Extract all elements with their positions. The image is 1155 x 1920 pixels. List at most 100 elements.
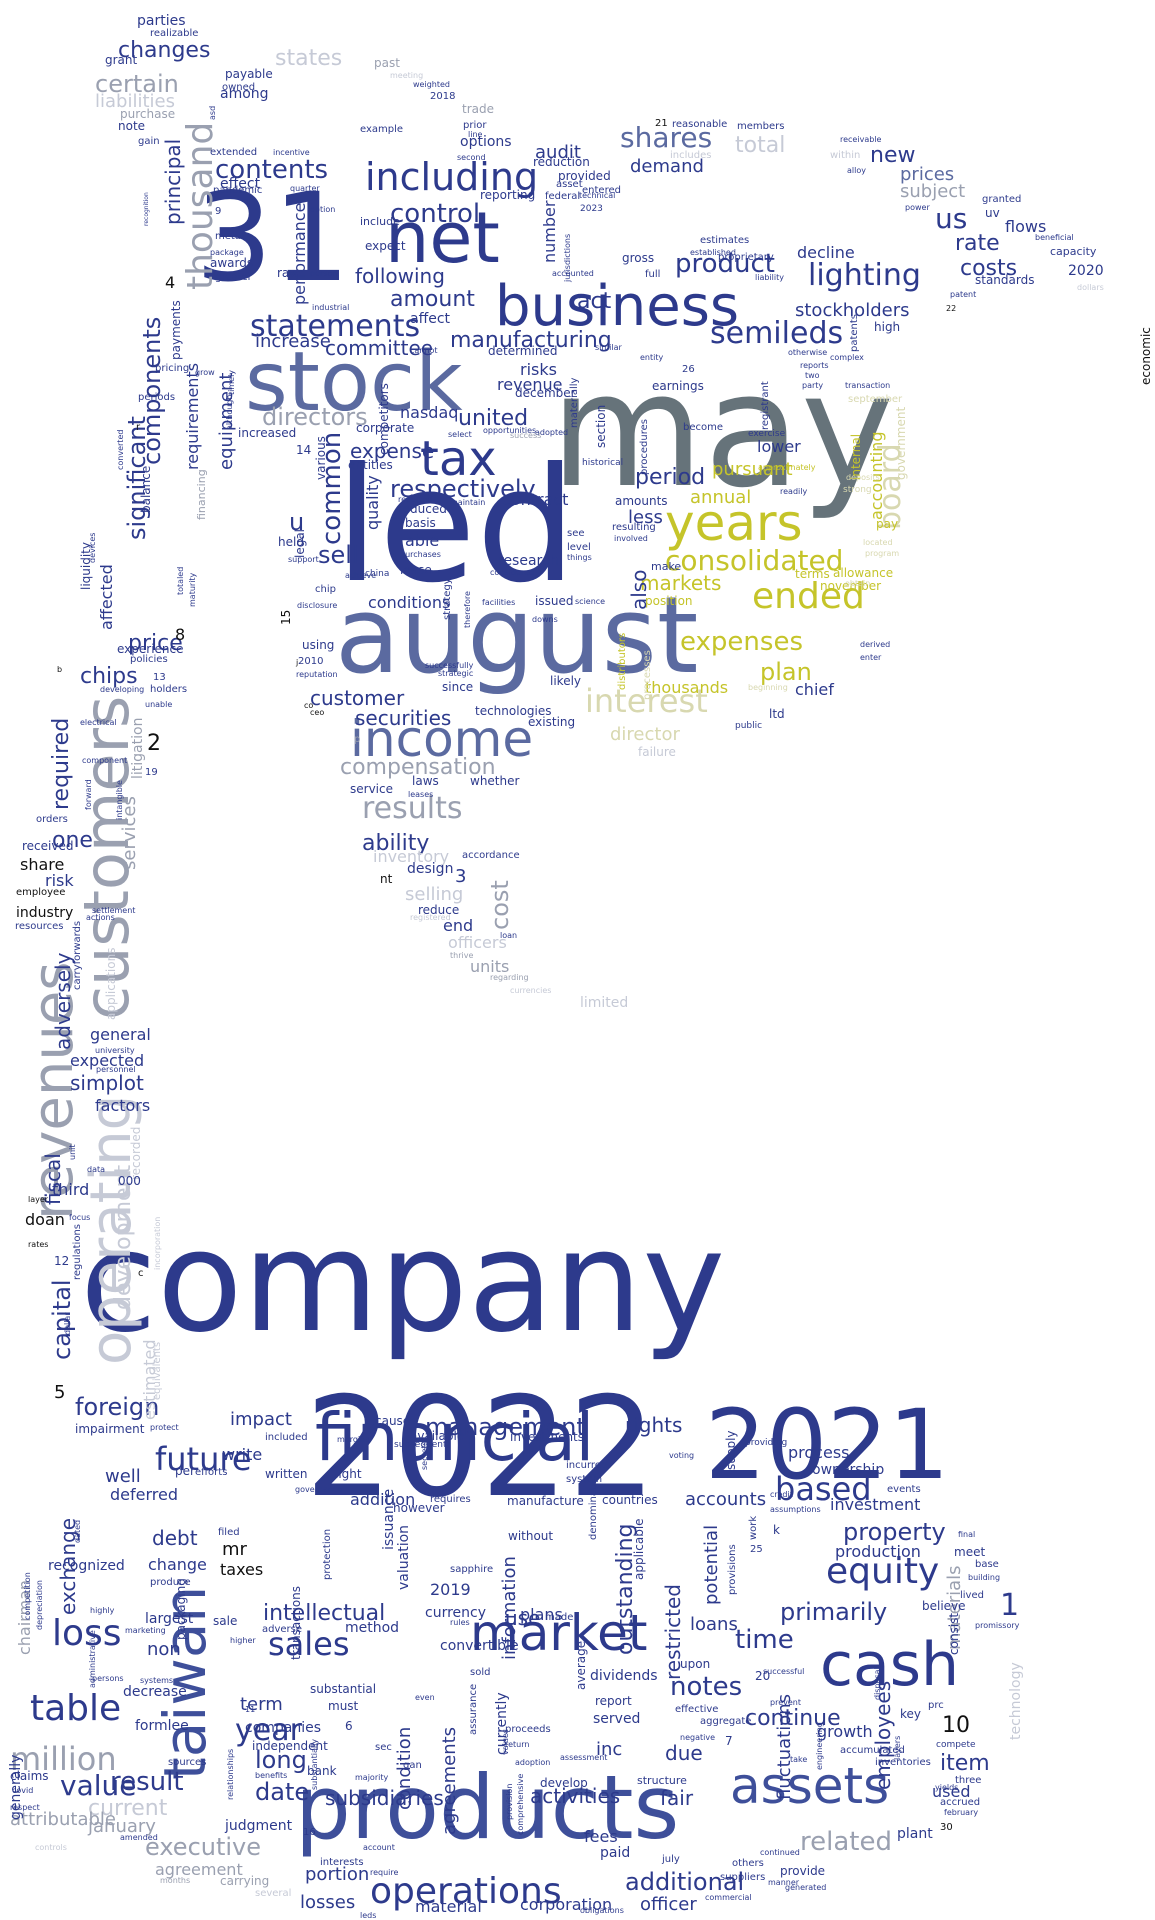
cloud-word-full: full — [645, 269, 660, 280]
cloud-word-generally: generally — [8, 1755, 24, 1820]
cloud-word-successfully: successfully — [425, 661, 474, 670]
cloud-word-success: success — [510, 431, 541, 440]
cloud-word-base: base — [975, 1559, 999, 1570]
cloud-word-require: require — [370, 1868, 399, 1877]
cloud-word-entered: entered — [582, 185, 621, 196]
cloud-word-design: design — [407, 861, 453, 877]
cloud-word-written: written — [265, 1467, 307, 1481]
cloud-word-employee: employee — [16, 887, 65, 898]
cloud-word-us: us — [935, 202, 967, 235]
cloud-word-information: information — [499, 1556, 520, 1660]
cloud-word-opportunities: opportunities — [483, 426, 536, 435]
cloud-word-marketing: marketing — [125, 1626, 166, 1635]
cloud-word-made: made — [545, 1612, 573, 1623]
cloud-word-doan: doan — [25, 1210, 65, 1229]
cloud-word-property: property — [843, 1518, 946, 1546]
cloud-word-controls: controls — [35, 1843, 67, 1852]
cloud-word-even: even — [415, 1693, 435, 1702]
cloud-word-mr: mr — [222, 1539, 248, 1560]
cloud-word-parties: parties — [137, 13, 186, 29]
cloud-word-second: second — [457, 153, 486, 162]
cloud-word-protect: protect — [150, 1423, 179, 1432]
cloud-word-aggregate: aggregate — [700, 1716, 751, 1727]
cloud-word-control: control — [390, 199, 480, 229]
cloud-word-losses: losses — [300, 1892, 355, 1913]
cloud-word-achieve: achieve — [345, 571, 376, 580]
cloud-word-write: write — [222, 1445, 262, 1464]
cloud-word-company: company — [80, 1201, 725, 1364]
cloud-word-requirements: requirements — [183, 363, 202, 470]
cloud-word-developing: developing — [100, 685, 144, 694]
cloud-word-investment: investment — [830, 1495, 920, 1514]
cloud-word-b: b — [57, 665, 62, 674]
cloud-word-thousand: thousand — [180, 122, 221, 290]
cloud-word-14: 14 — [296, 443, 311, 457]
cloud-word-generated: generated — [785, 1883, 826, 1892]
cloud-word-pursuant: pursuant — [712, 459, 793, 480]
cloud-word-sold: sold — [470, 1667, 490, 1678]
cloud-word-net: net — [385, 197, 500, 279]
cloud-word-science: science — [575, 597, 605, 606]
cloud-word-table: table — [30, 1688, 121, 1729]
cloud-word-recognition: recognition — [143, 192, 150, 226]
cloud-word-affect: affect — [410, 311, 451, 327]
cloud-word-disposal: disposal — [873, 1667, 882, 1700]
cloud-word-devices: devices — [88, 533, 97, 563]
cloud-word-assets: assets — [730, 1757, 889, 1815]
cloud-word-data: data — [87, 1165, 105, 1174]
cloud-word-taxes: taxes — [220, 1560, 263, 1579]
cloud-word-effective: effective — [675, 1704, 718, 1715]
cloud-word-enter: enter — [860, 653, 882, 662]
cloud-word-cause: cause — [375, 1414, 410, 1428]
cloud-word-systems: systems — [140, 1676, 173, 1685]
cloud-word-registrant: registrant — [760, 381, 771, 430]
cloud-word-general: general — [90, 1025, 151, 1044]
cloud-word-realizable: realizable — [150, 28, 198, 39]
cloud-word-report: report — [595, 1694, 632, 1708]
cloud-word-factors: factors — [95, 1096, 150, 1115]
cloud-word-rules: rules — [450, 1618, 470, 1627]
cloud-word-light: light — [335, 1467, 362, 1481]
cloud-word-11: 11 — [245, 1705, 255, 1714]
cloud-word-legal: legal — [293, 529, 307, 558]
cloud-word-technologies: technologies — [475, 704, 552, 718]
cloud-word-asset: asset — [556, 179, 583, 190]
cloud-word-sources: sources — [168, 1757, 206, 1768]
cloud-word-2010: 2010 — [298, 656, 323, 667]
cloud-word-cost: cost — [486, 880, 514, 930]
cloud-word-among: among — [220, 86, 269, 102]
cloud-word-customers: customers — [70, 696, 143, 1020]
cloud-word-accounts: accounts — [685, 1489, 766, 1510]
cloud-word-resulting: resulting — [612, 522, 656, 533]
cloud-word-change: change — [148, 1555, 207, 1574]
cloud-word-laws: laws — [412, 774, 439, 788]
cloud-word-transactions: transactions — [289, 1586, 303, 1660]
cloud-word-provisions: provisions — [727, 1544, 738, 1595]
cloud-word-industrial: industrial — [312, 303, 349, 312]
cloud-word-return: return — [505, 1740, 529, 1749]
cloud-word-forward: forward — [84, 779, 93, 810]
cloud-word-sell: sell — [318, 541, 359, 569]
cloud-word-events: events — [887, 1484, 921, 1495]
cloud-word-dividends: dividends — [590, 1668, 658, 1684]
cloud-word-providing: providing — [745, 1438, 787, 1448]
cloud-word-united: united — [458, 406, 528, 431]
cloud-word-distributors: distributors — [617, 633, 628, 690]
cloud-word-subsequent: subsequent — [394, 1440, 447, 1450]
cloud-word-chief: chief — [795, 680, 834, 699]
cloud-word-paid: paid — [600, 1845, 630, 1861]
cloud-word-service: service — [350, 782, 393, 796]
cloud-word-accrued: accrued — [940, 1797, 980, 1808]
cloud-word-impairment: impairment — [75, 1422, 145, 1436]
cloud-word-options: options — [460, 134, 512, 150]
cloud-word-key: key — [900, 1707, 921, 1721]
cloud-word-provision: provision — [505, 1784, 514, 1820]
cloud-word-raw: raw — [277, 266, 299, 280]
cloud-word-c: c — [138, 1268, 144, 1279]
cloud-word-common: common — [317, 432, 347, 545]
cloud-word-otherwise: otherwise — [788, 348, 827, 357]
cloud-word-date: date — [255, 1778, 309, 1806]
cloud-word-prevent: prevent — [770, 1698, 801, 1707]
cloud-word-gross: gross — [622, 251, 654, 265]
